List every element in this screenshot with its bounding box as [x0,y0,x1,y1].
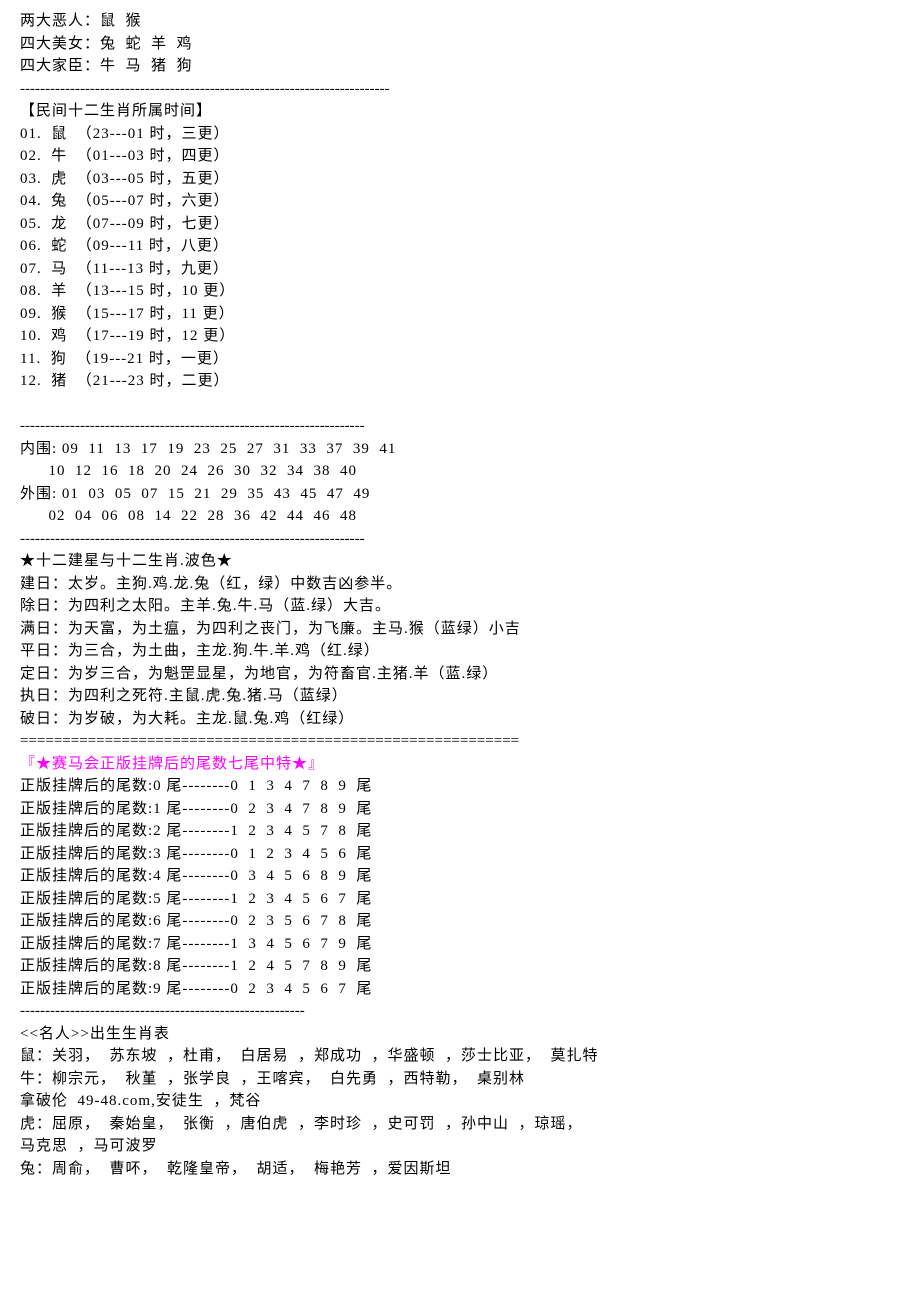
tail-item: 正版挂牌后的尾数:6 尾--------0 2 3 5 6 7 8 尾 [20,910,900,933]
zodiac-time-item: 02. 牛 （01---03 时，四更） [20,145,900,168]
zodiac-time-item: 11. 狗 （19---21 时，一更） [20,348,900,371]
outer-circle-row: 外围: 01 03 05 07 15 21 29 35 43 45 47 49 [20,483,900,506]
celebrities-title: <<名人>>出生生肖表 [20,1023,900,1046]
zodiac-time-item: 03. 虎 （03---05 时，五更） [20,168,900,191]
stars-item: 破日：为岁破，为大耗。主龙.鼠.兔.鸡（红绿） [20,708,900,731]
inner-circle-row: 10 12 16 18 20 24 26 30 32 34 38 40 [20,460,900,483]
tail-item: 正版挂牌后的尾数:8 尾--------1 2 4 5 7 8 9 尾 [20,955,900,978]
stars-item: 定日：为岁三合，为魁罡显星，为地官，为符畜官.主猪.羊（蓝.绿） [20,663,900,686]
tail-item: 正版挂牌后的尾数:4 尾--------0 3 4 5 6 8 9 尾 [20,865,900,888]
tail-item: 正版挂牌后的尾数:5 尾--------1 2 3 4 5 6 7 尾 [20,888,900,911]
stars-item: 除日：为四利之太阳。主羊.兔.牛.马（蓝.绿）大吉。 [20,595,900,618]
divider: ----------------------------------------… [20,78,900,101]
inner-circle-row: 内围: 09 11 13 17 19 23 25 27 31 33 37 39 … [20,438,900,461]
header-villains: 两大恶人：鼠 猴 [20,10,900,33]
zodiac-time-item: 04. 兔 （05---07 时，六更） [20,190,900,213]
tail-item: 正版挂牌后的尾数:1 尾--------0 2 3 4 7 8 9 尾 [20,798,900,821]
tail-item: 正版挂牌后的尾数:2 尾--------1 2 3 4 5 7 8 尾 [20,820,900,843]
zodiac-time-item: 09. 猴 （15---17 时，11 更） [20,303,900,326]
zodiac-time-title: 【民间十二生肖所属时间】 [20,100,900,123]
stars-title: ★十二建星与十二生肖.波色★ [20,550,900,573]
tail-section-title: 『★赛马会正版挂牌后的尾数七尾中特★』 [20,753,900,776]
celebrities-item: 兔：周俞， 曹吥， 乾隆皇帝， 胡适， 梅艳芳 ，爱因斯坦 [20,1158,900,1181]
zodiac-time-item: 05. 龙 （07---09 时，七更） [20,213,900,236]
celebrities-item: 牛：柳宗元， 秋堇 ，张学良 ，王喀宾， 白先勇 ，西特勒， 桌别林 [20,1068,900,1091]
zodiac-time-item: 08. 羊 （13---15 时，10 更） [20,280,900,303]
divider: ----------------------------------------… [20,415,900,438]
zodiac-time-item: 01. 鼠 （23---01 时，三更） [20,123,900,146]
tail-item: 正版挂牌后的尾数:9 尾--------0 2 3 4 5 6 7 尾 [20,978,900,1001]
outer-circle-row: 02 04 06 08 14 22 28 36 42 44 46 48 [20,505,900,528]
stars-item: 建日：太岁。主狗.鸡.龙.兔（红，绿）中数吉凶参半。 [20,573,900,596]
stars-item: 执日：为四利之死符.主鼠.虎.兔.猪.马（蓝绿） [20,685,900,708]
header-beauties: 四大美女：兔 蛇 羊 鸡 [20,33,900,56]
stars-item: 满日：为天富，为土瘟，为四利之丧门，为飞廉。主马.猴（蓝绿）小吉 [20,618,900,641]
zodiac-time-item: 07. 马 （11---13 时，九更） [20,258,900,281]
celebrities-item: 马克思 ，马可波罗 [20,1135,900,1158]
celebrities-item: 虎：屈原， 秦始皇， 张衡 ，唐伯虎 ，李时珍 ，史可罚 ，孙中山 ，琼瑶， [20,1113,900,1136]
tail-item: 正版挂牌后的尾数:3 尾--------0 1 2 3 4 5 6 尾 [20,843,900,866]
zodiac-time-item: 10. 鸡 （17---19 时，12 更） [20,325,900,348]
tail-item: 正版挂牌后的尾数:7 尾--------1 3 4 5 6 7 9 尾 [20,933,900,956]
celebrities-item: 鼠：关羽， 苏东坡 ，杜甫， 白居易 ，郑成功 ，华盛顿 ，莎士比亚， 莫扎特 [20,1045,900,1068]
tail-item: 正版挂牌后的尾数:0 尾--------0 1 3 4 7 8 9 尾 [20,775,900,798]
divider: ----------------------------------------… [20,528,900,551]
divider: ----------------------------------------… [20,1000,900,1023]
header-ministers: 四大家臣：牛 马 猪 狗 [20,55,900,78]
zodiac-time-item: 12. 猪 （21---23 时，二更） [20,370,900,393]
zodiac-time-item: 06. 蛇 （09---11 时，八更） [20,235,900,258]
stars-item: 平日：为三合，为土曲，主龙.狗.牛.羊.鸡（红.绿） [20,640,900,663]
divider-equals: ========================================… [20,730,900,753]
blank-line [20,393,900,416]
celebrities-item: 拿破伦 49-48.com,安徒生 ，梵谷 [20,1090,900,1113]
